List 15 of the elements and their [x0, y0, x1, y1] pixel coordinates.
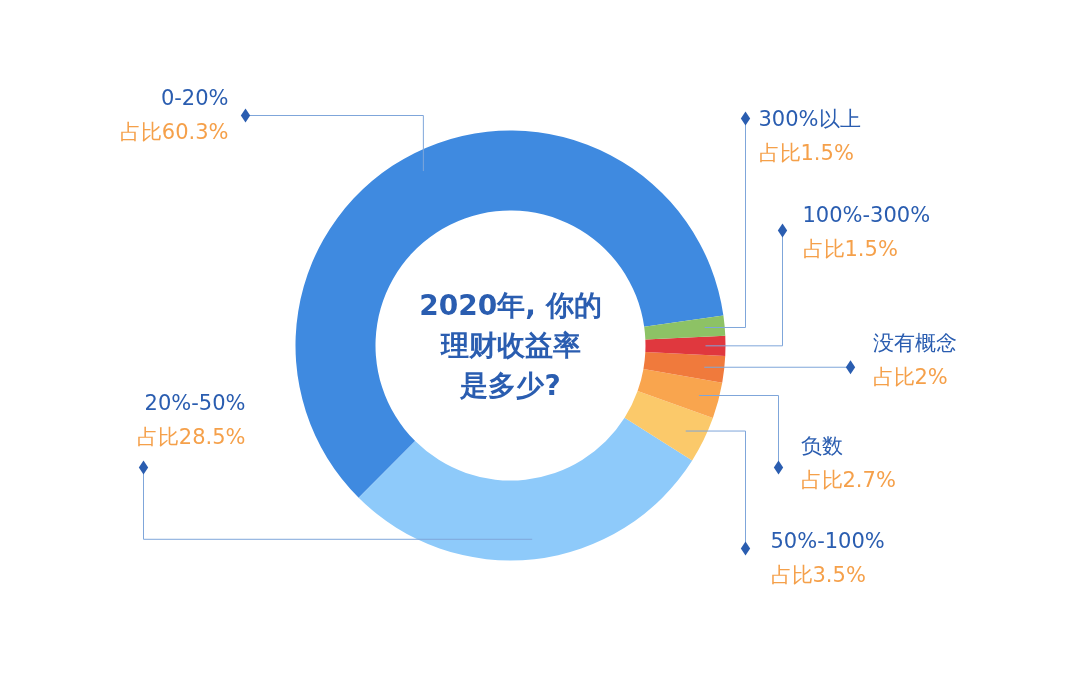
slice-label: 20%-50%: [144, 390, 246, 415]
data-label: 占比60.3%: [119, 119, 229, 144]
slice-label: 0-20%: [160, 85, 229, 110]
slice-label: 100%-300%: [802, 202, 931, 227]
data-label: 占比1.5%: [802, 236, 898, 261]
data-label: 占比28.5%: [136, 424, 246, 449]
data-label: 占比2.7%: [800, 467, 896, 492]
slice-label: 300%以上: [758, 106, 861, 131]
data-label: 占比3.5%: [770, 562, 866, 587]
slice-label: 负数: [800, 433, 843, 458]
data-label: 占比1.5%: [758, 140, 854, 165]
slice-label: 50%-100%: [770, 528, 885, 553]
text: 2020年, 你的理财收益率是多少?: [419, 289, 602, 402]
data-label: 占比2%: [872, 364, 948, 389]
slice-label: 没有概念: [872, 330, 957, 355]
